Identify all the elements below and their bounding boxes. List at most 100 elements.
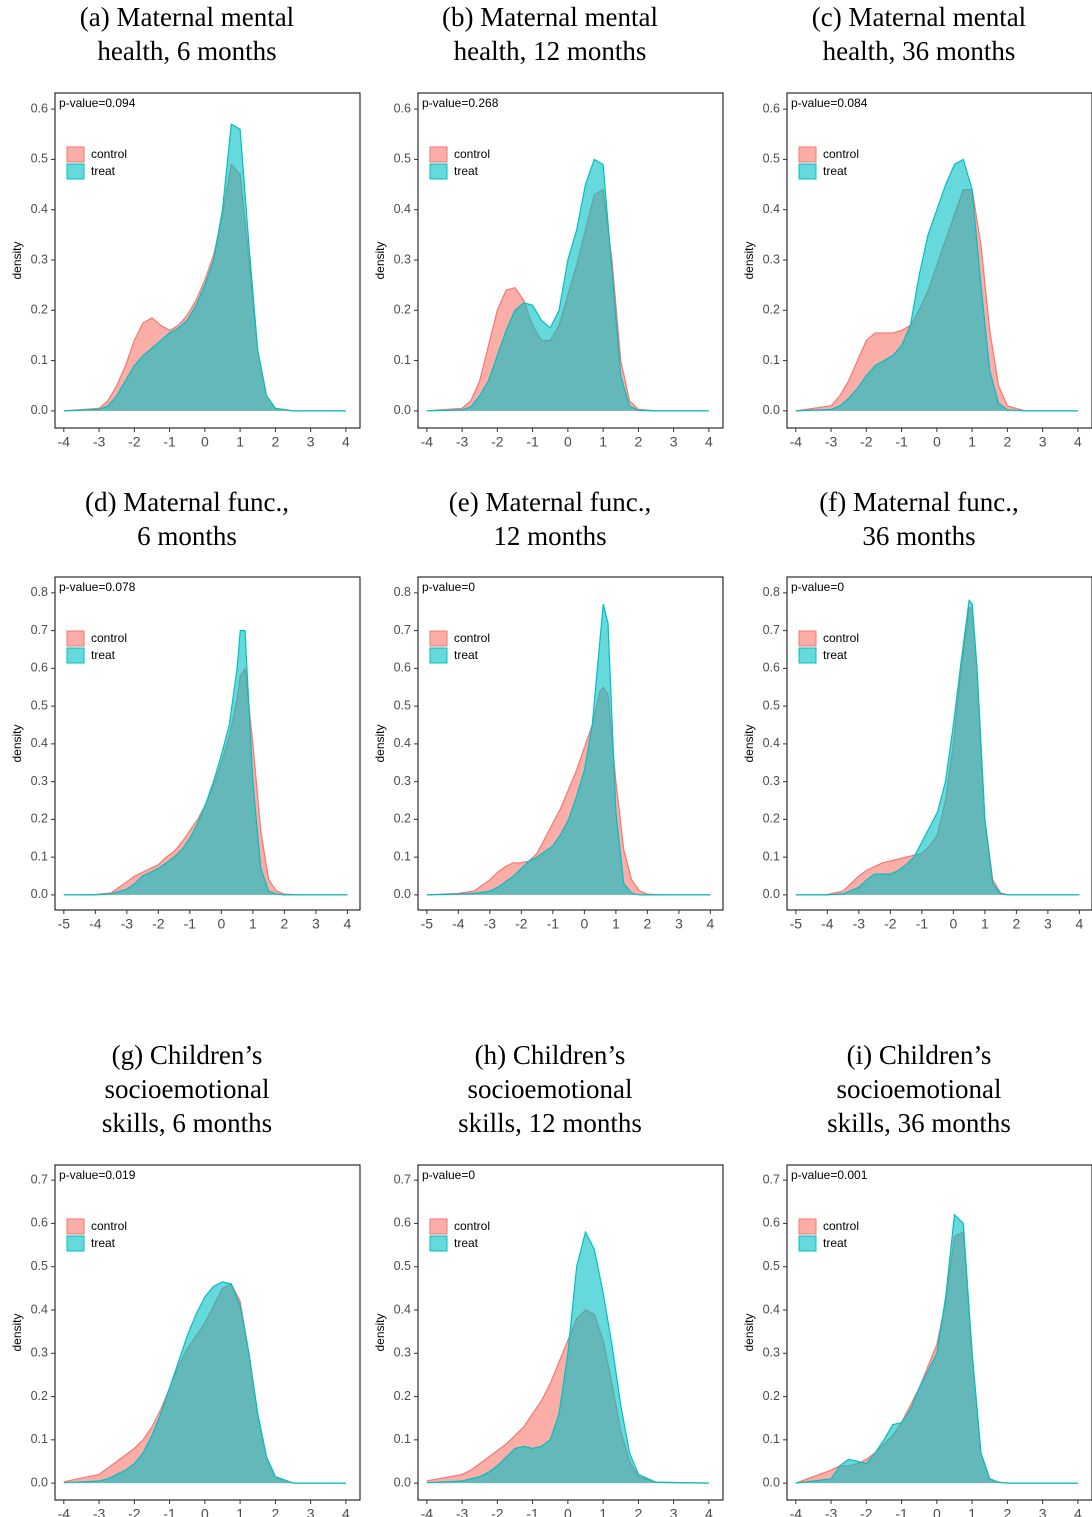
legend-label: treat — [454, 1236, 479, 1250]
y-tick-label: 0.8 — [394, 585, 411, 599]
x-tick-label: 2 — [280, 916, 288, 932]
x-tick-label: -2 — [884, 916, 897, 932]
y-tick-label: 0.5 — [31, 698, 48, 712]
x-tick-label: -5 — [58, 916, 71, 932]
x-tick-label: -4 — [89, 916, 102, 932]
chart-title: socioemotional — [468, 1074, 633, 1104]
panel: (i) Children’s socioemotional skills, 36 m… — [742, 1040, 1092, 1517]
legend-key — [798, 1218, 817, 1235]
y-axis-label: density — [742, 1313, 756, 1351]
x-tick-label: -1 — [526, 1506, 539, 1517]
x-tick-label: 2 — [643, 916, 651, 932]
y-tick-label: 0.0 — [763, 403, 780, 417]
x-tick-label: 2 — [1003, 1506, 1011, 1517]
y-tick-label: 0.8 — [763, 585, 780, 599]
x-tick-label: -1 — [163, 434, 176, 450]
chart-title: skills, 6 months — [102, 1108, 272, 1138]
chart-title: (a) Maternal mental — [80, 2, 294, 32]
chart-title: skills, 12 months — [458, 1108, 642, 1138]
x-tick-label: 3 — [1039, 434, 1047, 450]
density-area — [426, 1232, 709, 1484]
x-tick-label: 3 — [670, 1506, 678, 1517]
y-tick-label: 0.1 — [394, 353, 411, 367]
density-area — [795, 159, 1078, 411]
chart-title: health, 12 months — [454, 36, 647, 66]
x-tick-label: 1 — [612, 916, 620, 932]
y-tick-label: 0.0 — [763, 1475, 780, 1489]
panel: (d) Maternal func., 6 months 0.0 0.1 0.2 0.3 0… — [10, 487, 361, 932]
y-tick-label: 0.3 — [763, 1346, 780, 1360]
y-tick-label: 0.4 — [763, 736, 780, 750]
legend-key — [429, 647, 448, 664]
legend-label: control — [823, 631, 859, 645]
x-tick-label: 1 — [236, 1506, 244, 1517]
y-tick-label: 0.5 — [394, 152, 411, 166]
y-tick-label: 0.4 — [394, 736, 411, 750]
y-tick-label: 0.6 — [763, 1216, 780, 1230]
y-tick-label: 0.1 — [763, 353, 780, 367]
y-tick-label: 0.7 — [763, 1172, 780, 1186]
density-area — [426, 159, 709, 411]
x-tick-label: 2 — [634, 434, 642, 450]
plot-frame — [786, 92, 1092, 429]
y-tick-label: 0.4 — [763, 202, 780, 216]
y-tick-label: 0.2 — [394, 1389, 411, 1403]
y-tick-label: 0.0 — [394, 403, 411, 417]
y-tick-label: 0.6 — [394, 101, 411, 115]
chart-title: (b) Maternal mental — [442, 2, 658, 32]
legend-label: control — [91, 147, 127, 161]
annotation: p-value=0.019 — [59, 1168, 136, 1182]
x-tick-label: 2 — [1012, 916, 1020, 932]
density-area — [795, 600, 1080, 895]
legend-label: control — [454, 1219, 490, 1233]
panel: (g) Children’s socioemotional skills, 6 mo… — [10, 1040, 361, 1517]
plot-frame — [786, 1164, 1092, 1501]
x-tick-label: 2 — [1003, 434, 1011, 450]
x-tick-label: 4 — [342, 1506, 350, 1517]
density-area — [426, 687, 711, 895]
x-tick-label: 2 — [271, 1506, 279, 1517]
y-tick-label: 0.5 — [763, 698, 780, 712]
y-tick-label: 0.0 — [31, 887, 48, 901]
x-tick-label: -2 — [128, 1506, 141, 1517]
density-line — [63, 666, 348, 896]
chart-title: 36 months — [862, 521, 975, 551]
y-tick-label: 0.6 — [394, 1216, 411, 1230]
x-tick-label: -4 — [452, 916, 465, 932]
y-tick-label: 0.5 — [763, 1259, 780, 1273]
y-tick-label: 0.3 — [394, 252, 411, 266]
y-axis-label: density — [742, 241, 756, 279]
legend-key — [66, 647, 85, 664]
x-tick-label: -4 — [58, 434, 71, 450]
x-tick-label: 1 — [968, 434, 976, 450]
panel: (f) Maternal func., 36 months 0.0 0.1 0.2 0.3… — [742, 487, 1092, 932]
legend-label: treat — [454, 648, 479, 662]
x-tick-label: -1 — [163, 1506, 176, 1517]
chart-title: health, 6 months — [97, 36, 276, 66]
x-tick-label: -3 — [456, 434, 469, 450]
density-area — [63, 1281, 346, 1484]
x-tick-label: -1 — [547, 916, 560, 932]
y-tick-label: 0.4 — [394, 202, 411, 216]
x-tick-label: 0 — [201, 1506, 209, 1517]
x-tick-label: 3 — [307, 434, 315, 450]
legend-key — [66, 146, 85, 163]
y-tick-label: 0.0 — [394, 887, 411, 901]
density-line — [63, 1281, 346, 1484]
x-tick-label: 1 — [236, 434, 244, 450]
x-tick-label: -3 — [93, 434, 106, 450]
panel: (a) Maternal mental health, 6 months 0.0 0.… — [10, 2, 361, 450]
chart-title: 12 months — [493, 521, 606, 551]
chart-title: socioemotional — [837, 1074, 1002, 1104]
y-tick-label: 0.4 — [394, 1302, 411, 1316]
x-tick-label: -2 — [128, 434, 141, 450]
y-tick-label: 0.3 — [763, 252, 780, 266]
x-tick-label: -2 — [491, 1506, 504, 1517]
legend-key — [798, 146, 817, 163]
y-tick-label: 0.6 — [763, 101, 780, 115]
x-tick-label: 2 — [271, 434, 279, 450]
legend-label: treat — [91, 1236, 116, 1250]
x-tick-label: 3 — [312, 916, 320, 932]
y-tick-label: 0.0 — [763, 887, 780, 901]
